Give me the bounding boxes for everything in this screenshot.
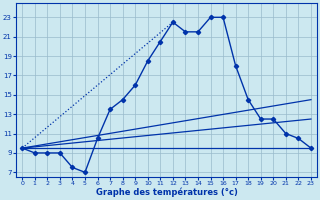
X-axis label: Graphe des températures (°c): Graphe des températures (°c) xyxy=(96,188,237,197)
